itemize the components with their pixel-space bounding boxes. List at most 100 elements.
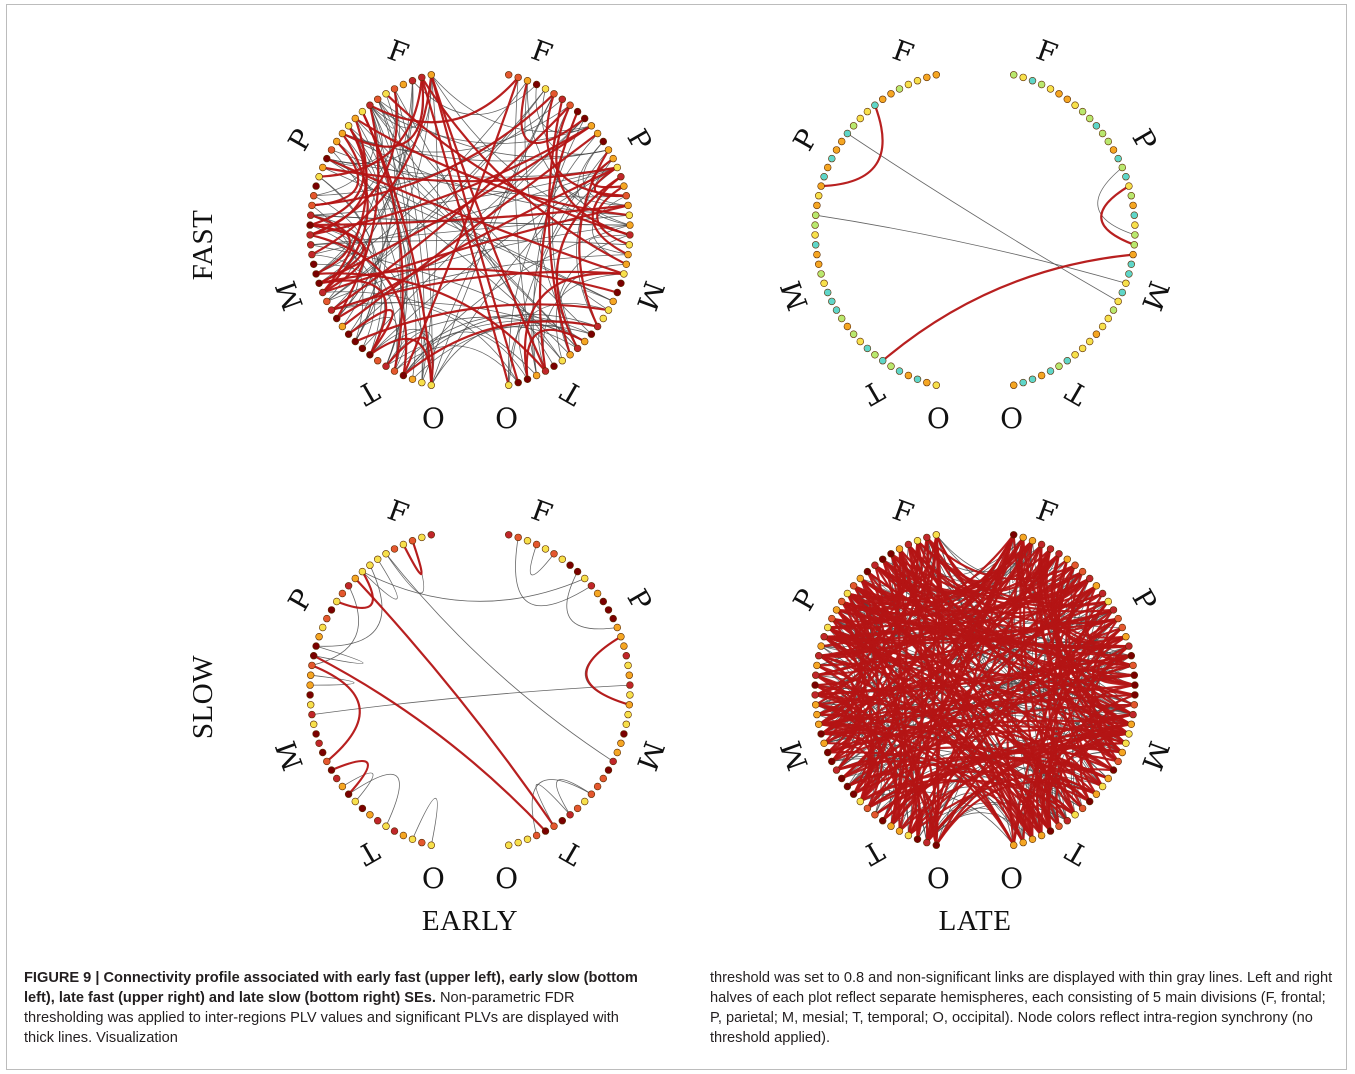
region-node	[327, 766, 336, 774]
region-node	[1118, 288, 1127, 297]
region-node	[374, 555, 382, 563]
significant-link	[816, 664, 1060, 827]
nonsignificant-link	[385, 93, 425, 383]
region-node	[427, 71, 435, 79]
nonsignificant-link	[342, 104, 571, 153]
region-node	[599, 774, 607, 783]
region-node	[1131, 231, 1139, 239]
region-label-p: P	[620, 583, 658, 616]
region-node	[814, 651, 823, 660]
region-node	[573, 344, 582, 353]
region-node	[1109, 146, 1118, 154]
panel-late-slow-links	[814, 534, 1136, 846]
significant-link	[881, 253, 1134, 362]
region-node	[1129, 201, 1137, 210]
significant-link	[1097, 645, 1136, 687]
region-node	[1092, 122, 1101, 130]
significant-link	[402, 320, 598, 377]
region-node	[823, 623, 832, 632]
region-label-o: O	[1000, 402, 1023, 435]
region-node	[813, 661, 821, 670]
region-node	[837, 137, 846, 146]
region-node	[1009, 71, 1018, 79]
significant-link	[840, 534, 1015, 780]
region-label-f: F	[383, 493, 413, 531]
region-node	[599, 597, 607, 606]
significant-link	[347, 309, 394, 356]
caption-title: FIGURE 9 | Connectivity profile associat…	[24, 970, 638, 1006]
region-node	[923, 378, 931, 387]
significant-link	[1029, 801, 1052, 836]
region-node	[887, 550, 895, 558]
region-label-t: T	[352, 834, 385, 872]
region-node	[333, 314, 341, 323]
col-label-late: LATE	[939, 905, 1012, 937]
region-node	[1019, 378, 1027, 387]
panel-late-fast: F F P P M M T T O O	[774, 33, 1176, 435]
region-node	[418, 378, 426, 387]
region-node	[558, 357, 566, 365]
region-label-p: P	[786, 123, 824, 156]
significant-link	[827, 626, 1025, 844]
region-label-p: P	[620, 123, 658, 156]
nonsignificant-link	[421, 93, 555, 383]
region-node	[932, 381, 940, 389]
significant-link	[818, 537, 929, 657]
significant-link	[555, 104, 631, 236]
region-node	[620, 642, 628, 650]
region-node	[1063, 816, 1072, 825]
region-node	[382, 90, 390, 98]
region-node	[599, 137, 607, 146]
nonsignificant-link	[385, 553, 614, 762]
nonsignificant-link	[316, 565, 383, 647]
significant-link	[330, 104, 571, 312]
region-node	[358, 804, 367, 813]
region-node	[1085, 797, 1094, 806]
caption-text-right: threshold was set to 0.8 and non-signifi…	[710, 970, 1333, 1046]
region-node	[307, 671, 315, 679]
region-node	[878, 357, 887, 365]
region-node	[904, 540, 913, 549]
region-node	[532, 80, 541, 89]
significant-link	[1006, 537, 1025, 846]
region-node	[843, 782, 852, 791]
region-node	[617, 173, 625, 181]
region-label-m: M	[630, 737, 671, 775]
region-node	[505, 71, 513, 79]
significant-link	[311, 93, 555, 207]
significant-link	[841, 600, 1129, 648]
region-node	[366, 101, 374, 109]
region-node	[613, 623, 621, 632]
region-node	[1092, 582, 1101, 590]
region-node	[390, 367, 399, 375]
region-node	[1129, 661, 1137, 670]
region-node	[1098, 129, 1107, 138]
region-node	[625, 241, 633, 249]
significant-link	[354, 303, 609, 343]
region-node	[1071, 351, 1079, 359]
region-node	[323, 757, 331, 766]
region-node	[811, 701, 820, 709]
region-label-p: P	[281, 123, 319, 156]
region-node	[1055, 90, 1063, 98]
region-node	[558, 555, 566, 563]
figure-caption: FIGURE 9 | Connectivity profile associat…	[24, 968, 1334, 1048]
region-node	[338, 589, 347, 598]
region-node	[358, 107, 367, 116]
region-node	[580, 797, 589, 806]
region-node	[1131, 221, 1139, 229]
region-node	[1028, 76, 1037, 85]
region-label-m: M	[1135, 737, 1176, 775]
panels-layer: F F P P M M T T O O F F P P M M T T O O F F P P M M T T O O F F P P M M T T O O	[269, 33, 1176, 895]
region-node	[1071, 561, 1079, 569]
significant-link	[1036, 544, 1123, 754]
region-node	[599, 314, 607, 323]
region-node	[1019, 73, 1027, 82]
region-node	[1125, 730, 1133, 738]
region-node	[811, 691, 819, 699]
region-node	[505, 381, 513, 389]
region-node	[1125, 270, 1133, 278]
region-node	[813, 250, 821, 259]
region-node	[832, 766, 841, 774]
region-node	[308, 201, 316, 210]
